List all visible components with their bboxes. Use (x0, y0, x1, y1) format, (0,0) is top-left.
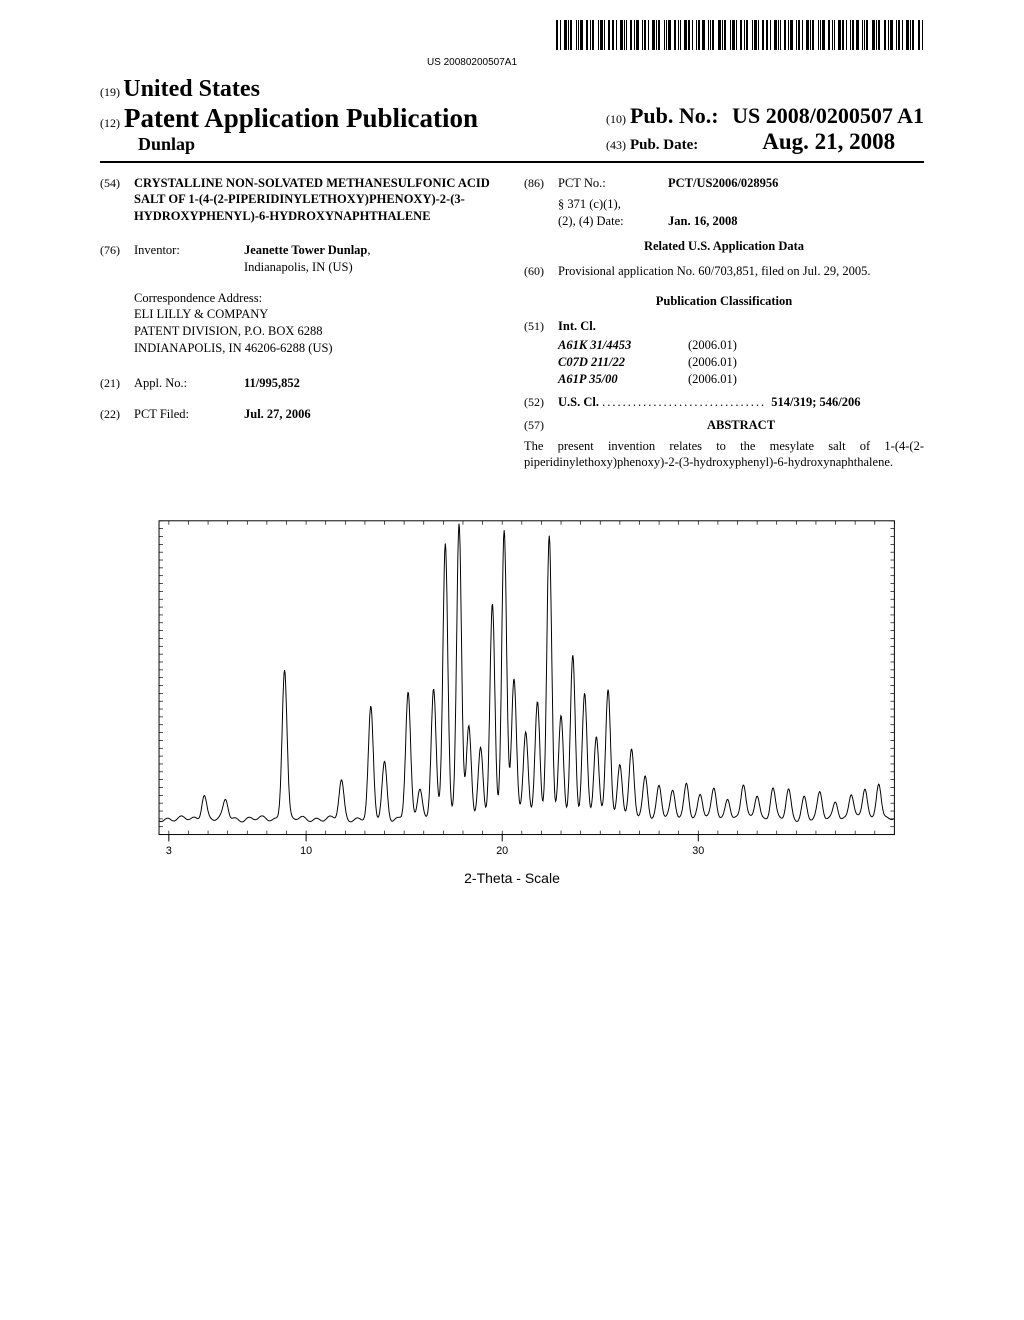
s371-label1: § 371 (c)(1), (558, 197, 621, 211)
code-52: (52) (524, 394, 558, 411)
xrd-chart-area: 3 10 20 30 2-Theta - Scale (100, 511, 924, 886)
appl-no-label: Appl. No.: (134, 375, 244, 392)
s371-date: Jan. 16, 2008 (668, 213, 924, 230)
country: United States (123, 76, 260, 102)
int-cl-year: (2006.01) (688, 354, 737, 371)
leader-dots: ................................ (602, 395, 771, 409)
publication-type: Patent Application Publication (124, 103, 478, 133)
masthead: (19) United States (12) Patent Applicati… (100, 76, 924, 155)
pub-no: US 2008/0200507 A1 (732, 103, 924, 128)
us-cl-label: U.S. Cl. (558, 395, 599, 409)
code-22: (22) (100, 406, 134, 423)
provisional-text: Provisional application No. 60/703,851, … (558, 263, 924, 280)
code-21: (21) (100, 375, 134, 392)
pct-filed-label: PCT Filed: (134, 406, 244, 423)
svg-text:10: 10 (300, 845, 312, 857)
abstract-label: ABSTRACT (707, 418, 775, 432)
related-heading: Related U.S. Application Data (524, 238, 924, 255)
int-cl-label: Int. Cl. (558, 318, 924, 335)
svg-text:3: 3 (166, 845, 172, 857)
inventor-location: Indianapolis, IN (US) (244, 260, 353, 274)
svg-text:30: 30 (692, 845, 704, 857)
correspondence-label: Correspondence Address: (134, 290, 500, 307)
barcode (556, 20, 924, 50)
pct-no: PCT/US2006/028956 (668, 175, 924, 192)
code-60: (60) (524, 263, 558, 280)
inventor-name: Jeanette Tower Dunlap (244, 243, 367, 257)
code-86: (86) (524, 175, 558, 192)
int-cl-year: (2006.01) (688, 371, 737, 388)
pub-date: Aug. 21, 2008 (762, 129, 895, 154)
svg-text:20: 20 (496, 845, 508, 857)
xrd-chart: 3 10 20 30 (110, 511, 914, 864)
chart-xlabel: 2-Theta - Scale (110, 870, 914, 886)
correspondence-line1: ELI LILLY & COMPANY (134, 306, 500, 323)
pct-no-label: PCT No.: (558, 175, 668, 192)
right-column: (86) PCT No.: PCT/US2006/028956 § 371 (c… (524, 175, 924, 471)
code-12: (12) (100, 116, 120, 130)
us-cl-values: 514/319; 546/206 (771, 395, 860, 409)
int-cl-code: A61K 31/4453 (558, 337, 688, 354)
abstract-text: The present invention relates to the mes… (524, 438, 924, 472)
barcode-number: US 20080200507A1 (100, 57, 844, 68)
code-51: (51) (524, 318, 558, 335)
invention-title: CRYSTALLINE NON-SOLVATED METHANESULFONIC… (134, 175, 500, 224)
code-10: (10) (606, 112, 626, 126)
code-43: (43) (606, 138, 626, 152)
code-54: (54) (100, 175, 134, 224)
pub-no-label: Pub. No.: (630, 103, 719, 128)
appl-no: 11/995,852 (244, 375, 500, 392)
pub-date-label: Pub. Date: (630, 137, 698, 153)
code-19: (19) (100, 85, 120, 99)
code-76: (76) (100, 242, 134, 276)
correspondence-line2: PATENT DIVISION, P.O. BOX 6288 (134, 323, 500, 340)
correspondence-line3: INDIANAPOLIS, IN 46206-6288 (US) (134, 340, 500, 357)
code-57: (57) (524, 417, 558, 434)
classification-heading: Publication Classification (524, 293, 924, 310)
barcode-area: US 20080200507A1 (100, 20, 924, 68)
divider (100, 161, 924, 163)
int-cl-code: C07D 211/22 (558, 354, 688, 371)
pct-filed-date: Jul. 27, 2006 (244, 406, 500, 423)
left-column: (54) CRYSTALLINE NON-SOLVATED METHANESUL… (100, 175, 500, 471)
inventor-label: Inventor: (134, 242, 244, 276)
int-cl-year: (2006.01) (688, 337, 737, 354)
int-cl-code: A61P 35/00 (558, 371, 688, 388)
s371-label2: (2), (4) Date: (558, 214, 624, 228)
author-surname: Dunlap (138, 134, 478, 155)
